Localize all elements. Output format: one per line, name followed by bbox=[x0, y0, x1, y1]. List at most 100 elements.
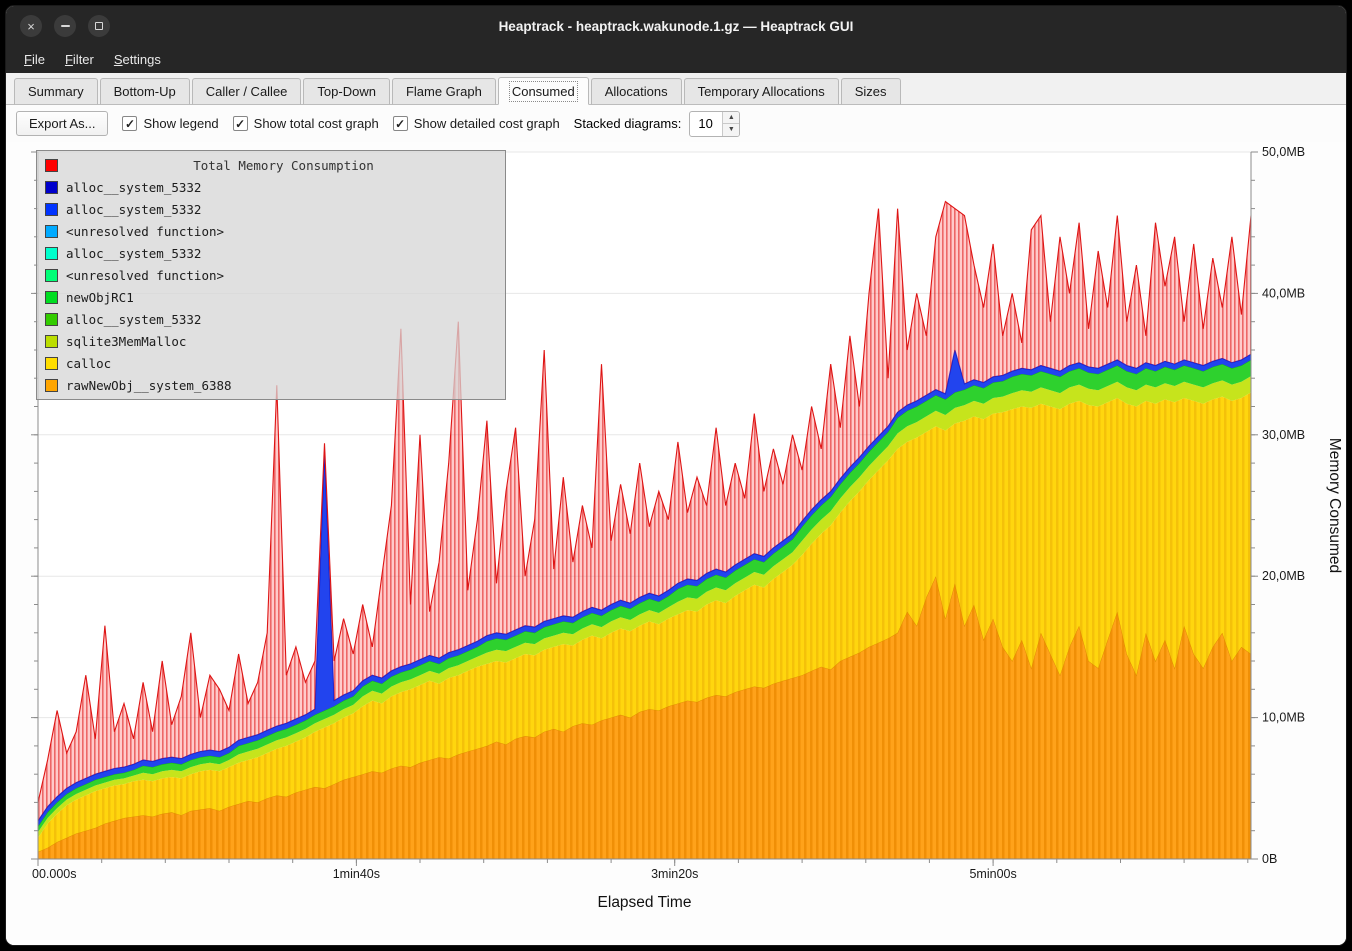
legend-label: alloc__system_5332 bbox=[66, 179, 202, 195]
svg-text:10,0MB: 10,0MB bbox=[1262, 711, 1305, 725]
menu-file[interactable]: File bbox=[24, 52, 45, 67]
legend-item: sqlite3MemMalloc bbox=[41, 330, 501, 352]
legend-swatch bbox=[45, 334, 58, 348]
tab-bar: Summary Bottom-Up Caller / Callee Top-Down F… bbox=[6, 73, 1346, 105]
stacked-diagrams-label: Stacked diagrams: bbox=[573, 116, 682, 131]
legend-label: alloc__system_5332 bbox=[66, 311, 202, 327]
legend-item: newObjRC1 bbox=[41, 286, 501, 308]
legend-label: newObjRC1 bbox=[66, 289, 134, 305]
window-title: Heaptrack - heaptrack.wakunode.1.gz — He… bbox=[498, 18, 854, 34]
tab-consumed[interactable]: Consumed bbox=[497, 77, 589, 105]
legend-swatch bbox=[45, 290, 58, 304]
checkbox-box[interactable]: ✓ bbox=[122, 116, 138, 131]
svg-text:40,0MB: 40,0MB bbox=[1262, 286, 1305, 300]
legend-label: alloc__system_5332 bbox=[66, 201, 202, 217]
minimize-button[interactable] bbox=[54, 15, 76, 37]
tab-label: Bottom-Up bbox=[113, 84, 176, 99]
close-button[interactable]: × bbox=[20, 15, 42, 37]
svg-text:5min00s: 5min00s bbox=[969, 867, 1016, 881]
legend-swatch bbox=[45, 246, 58, 260]
tab-sizes[interactable]: Sizes bbox=[840, 78, 901, 105]
legend-item: calloc bbox=[41, 352, 501, 374]
tab-label: Top-Down bbox=[317, 84, 376, 99]
tab-temporary-allocations[interactable]: Temporary Allocations bbox=[683, 78, 839, 105]
x-axis-title: Elapsed Time bbox=[598, 894, 692, 911]
legend-swatch bbox=[45, 312, 58, 326]
legend-label: Total Memory Consumption bbox=[193, 157, 374, 173]
spinbox-down-button[interactable]: ▼ bbox=[723, 124, 740, 136]
maximize-button[interactable] bbox=[88, 15, 110, 37]
checkbox-label: Show legend bbox=[143, 116, 219, 131]
menu-settings[interactable]: Settings bbox=[113, 52, 161, 67]
legend-swatch bbox=[45, 356, 58, 370]
svg-text:1min40s: 1min40s bbox=[333, 867, 380, 881]
tab-label: Flame Graph bbox=[405, 84, 482, 99]
checkbox-label: Show detailed cost graph bbox=[413, 116, 560, 131]
tab-label: Caller / Callee bbox=[205, 84, 288, 99]
legend-swatch bbox=[45, 224, 58, 238]
checkbox-show-legend[interactable]: ✓ Show legend bbox=[122, 116, 219, 131]
tab-top-down[interactable]: Top-Down bbox=[303, 78, 390, 105]
tab-allocations[interactable]: Allocations bbox=[590, 78, 682, 105]
legend-item: rawNewObj__system_6388 bbox=[41, 374, 501, 396]
tab-bottom-up[interactable]: Bottom-Up bbox=[99, 78, 190, 105]
tab-caller-callee[interactable]: Caller / Callee bbox=[191, 78, 302, 105]
legend-label: calloc bbox=[66, 355, 112, 371]
svg-text:3min20s: 3min20s bbox=[651, 867, 698, 881]
tab-summary[interactable]: Summary bbox=[14, 78, 98, 105]
toolbar-checkboxes: ✓ Show legend ✓ Show total cost graph ✓ Show … bbox=[122, 116, 560, 131]
y-axis-title: Memory Consumed bbox=[1326, 438, 1343, 573]
legend-swatch bbox=[45, 158, 58, 172]
menubar: File Filter Settings bbox=[6, 46, 1346, 73]
svg-text:20,0MB: 20,0MB bbox=[1262, 569, 1305, 583]
menu-filter[interactable]: Filter bbox=[64, 52, 94, 67]
tab-label: Allocations bbox=[604, 84, 668, 99]
checkbox-box[interactable]: ✓ bbox=[392, 116, 408, 131]
stacked-diagrams-spinbox[interactable]: 10 ▲ ▼ bbox=[689, 110, 741, 137]
legend-swatch bbox=[45, 268, 58, 282]
legend-label: alloc__system_5332 bbox=[66, 245, 202, 261]
svg-text:50,0MB: 50,0MB bbox=[1262, 145, 1305, 159]
chart-legend: Total Memory Consumption alloc__system_53… bbox=[36, 150, 506, 400]
legend-label: <unresolved function> bbox=[66, 223, 225, 239]
svg-text:30,0MB: 30,0MB bbox=[1262, 428, 1305, 442]
legend-swatch bbox=[45, 378, 58, 392]
legend-swatch bbox=[45, 180, 58, 194]
spinbox-value[interactable]: 10 bbox=[698, 116, 713, 131]
minimize-icon bbox=[60, 25, 70, 27]
svg-text:00.000s: 00.000s bbox=[32, 867, 76, 881]
legend-item: alloc__system_5332 bbox=[41, 176, 501, 198]
window-controls: × bbox=[20, 6, 110, 46]
checkbox-label: Show total cost graph bbox=[253, 116, 379, 131]
toolbar: Export As... ✓ Show legend ✓ Show total cos… bbox=[6, 105, 1346, 142]
legend-item: alloc__system_5332 bbox=[41, 198, 501, 220]
legend-label: <unresolved function> bbox=[66, 267, 225, 283]
legend-title-row: Total Memory Consumption bbox=[41, 154, 501, 176]
tab-flame-graph[interactable]: Flame Graph bbox=[391, 78, 496, 105]
legend-item: alloc__system_5332 bbox=[41, 308, 501, 330]
tab-label: Sizes bbox=[854, 84, 887, 99]
legend-label: rawNewObj__system_6388 bbox=[66, 377, 232, 393]
checkbox-show-detailed-cost-graph[interactable]: ✓ Show detailed cost graph bbox=[392, 116, 560, 131]
close-icon: × bbox=[27, 18, 35, 34]
chart-area: 00.000s 1min40s 3min20s 5min00s 0B 10,0MB 20,0… bbox=[6, 142, 1346, 945]
export-as-button[interactable]: Export As... bbox=[16, 111, 109, 136]
consumption-chart-svg[interactable]: 00.000s 1min40s 3min20s 5min00s 0B 10,0MB 20,0… bbox=[6, 142, 1346, 945]
tab-label: Summary bbox=[28, 84, 84, 99]
spinbox-up-button[interactable]: ▲ bbox=[723, 111, 740, 124]
svg-text:0B: 0B bbox=[1262, 852, 1277, 866]
checkbox-show-total-cost-graph[interactable]: ✓ Show total cost graph bbox=[232, 116, 379, 131]
spinbox-buttons: ▲ ▼ bbox=[722, 111, 740, 136]
tab-label: Consumed bbox=[508, 81, 578, 102]
legend-label: sqlite3MemMalloc bbox=[66, 333, 187, 349]
titlebar: × Heaptrack - heaptrack.wakunode.1.gz — … bbox=[6, 6, 1346, 46]
legend-item: <unresolved function> bbox=[41, 264, 501, 286]
checkbox-box[interactable]: ✓ bbox=[232, 116, 248, 131]
legend-swatch bbox=[45, 202, 58, 216]
tab-label: Temporary Allocations bbox=[697, 84, 825, 99]
legend-item: alloc__system_5332 bbox=[41, 242, 501, 264]
memory-consumption-chart[interactable]: 00.000s 1min40s 3min20s 5min00s 0B 10,0MB 20,0… bbox=[6, 142, 1346, 945]
maximize-icon bbox=[95, 22, 103, 30]
legend-item: <unresolved function> bbox=[41, 220, 501, 242]
app-window: × Heaptrack - heaptrack.wakunode.1.gz — … bbox=[5, 5, 1347, 946]
